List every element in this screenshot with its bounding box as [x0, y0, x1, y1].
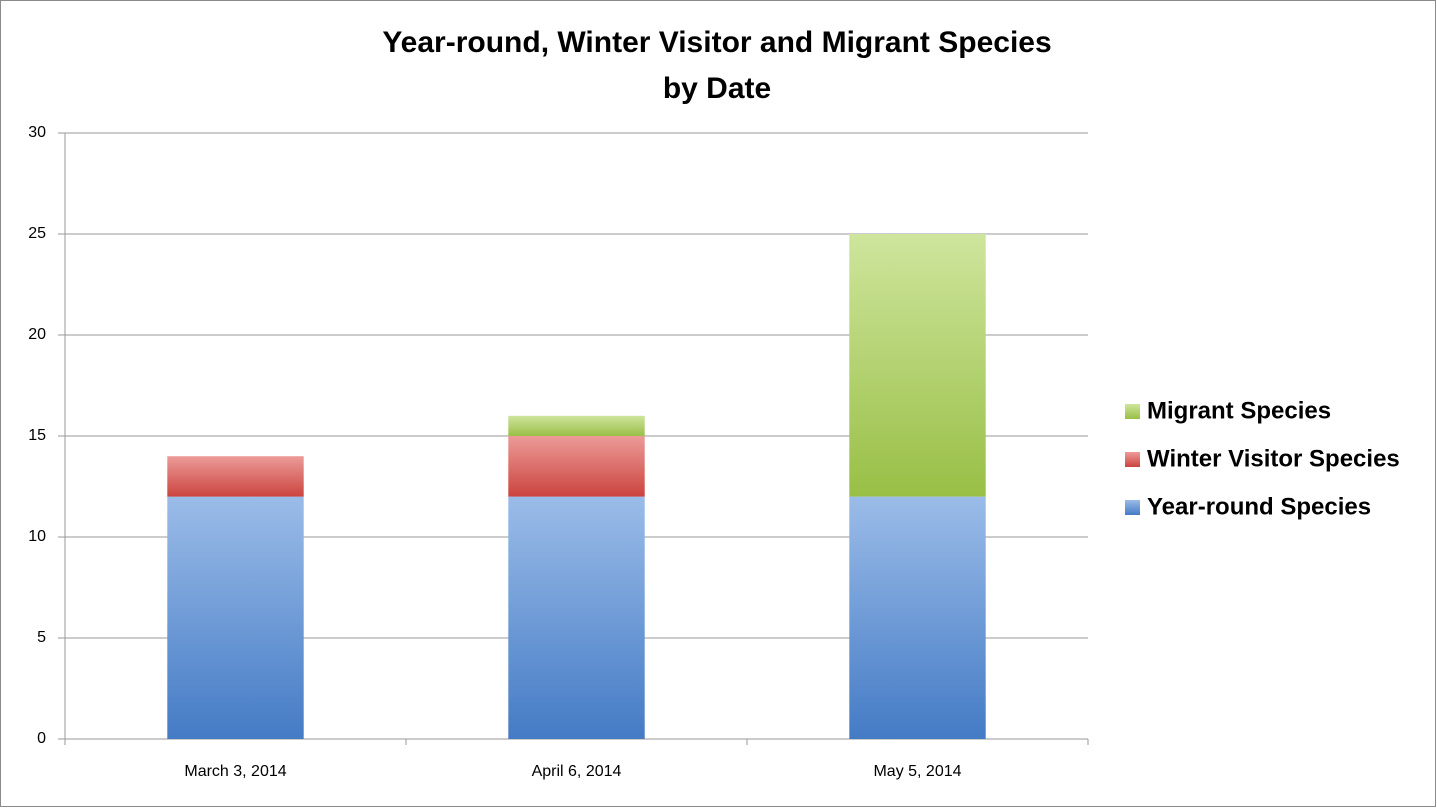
y-tick-label: 5 [37, 629, 46, 646]
y-tick-label: 15 [28, 427, 46, 444]
chart-title: by Date [663, 72, 771, 105]
bar-segment [167, 496, 304, 739]
bar-segment [849, 234, 986, 497]
x-tick-label: April 6, 2014 [532, 763, 622, 780]
bar-segment [508, 436, 645, 497]
x-tick-label: May 5, 2014 [873, 763, 961, 780]
chart-title: Year-round, Winter Visitor and Migrant S… [382, 26, 1051, 59]
y-tick-label: 20 [28, 326, 46, 343]
y-tick-label: 0 [37, 730, 46, 747]
y-tick-label: 30 [28, 124, 46, 141]
bar-segment [508, 496, 645, 739]
legend-swatch [1125, 500, 1140, 515]
legend-label: Migrant Species [1147, 397, 1331, 424]
bar-segment [508, 415, 645, 436]
y-tick-label: 25 [28, 225, 46, 242]
legend-label: Winter Visitor Species [1147, 445, 1400, 472]
x-tick-label: March 3, 2014 [184, 763, 286, 780]
legend-swatch [1125, 452, 1140, 467]
legend-swatch [1125, 404, 1140, 419]
bar-segment [849, 496, 986, 739]
legend-label: Year-round Species [1147, 493, 1371, 520]
y-tick-label: 10 [28, 528, 46, 545]
bar-segment [167, 456, 304, 497]
